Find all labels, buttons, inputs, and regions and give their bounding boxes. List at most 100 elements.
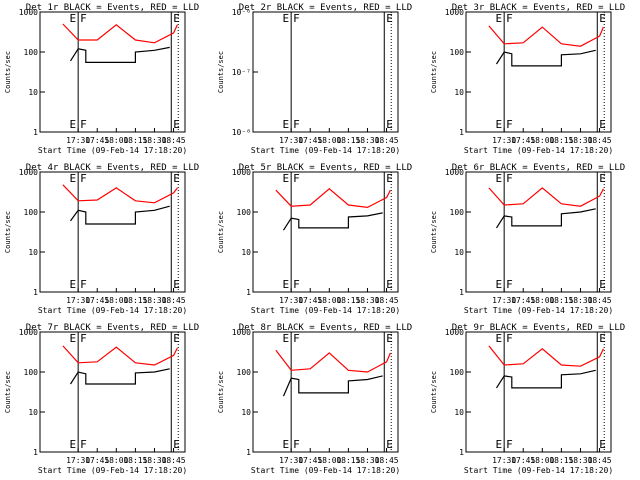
x-tick-label: 17:45 [85, 296, 109, 305]
flag-label: F [80, 438, 87, 451]
x-tick-label: 17:30 [66, 296, 90, 305]
plot-frame [39, 171, 186, 293]
x-tick-label: 17:45 [298, 456, 322, 465]
lld-rate-line [488, 345, 604, 367]
flag-label: F [506, 12, 513, 25]
y-tick-label: 1 [33, 128, 38, 137]
plot-frame [39, 331, 186, 453]
x-tick-label: 17:30 [279, 136, 303, 145]
x-tick-label: 18:15 [123, 136, 147, 145]
y-tick-label: 1 [459, 128, 464, 137]
x-tick-label: 18:30 [142, 296, 166, 305]
x-axis-label: Start Time (09-Feb-14 17:18:20) [38, 466, 187, 475]
flag-label: E [282, 332, 289, 345]
events-rate-line [70, 205, 170, 225]
panel-title: Det 8r BLACK = Events, RED = LLD [239, 323, 412, 333]
x-tick-label: 18:15 [549, 136, 573, 145]
x-tick-label: 18:15 [336, 456, 360, 465]
y-tick-label: 1 [246, 448, 251, 457]
x-tick-label: 17:45 [298, 296, 322, 305]
panel-title: Det 7r BLACK = Events, RED = LLD [26, 323, 199, 333]
y-axis-label: Counts/sec [430, 371, 438, 413]
flag-label: E [495, 12, 502, 25]
flag-label: F [293, 332, 300, 345]
y-tick-label: 10 [454, 248, 464, 257]
flag-label: E [282, 278, 289, 291]
x-tick-label: 18:15 [123, 456, 147, 465]
x-axis-label: Start Time (09-Feb-14 17:18:20) [464, 146, 613, 155]
y-tick-label: 1 [33, 288, 38, 297]
y-tick-label: 1000 [232, 168, 251, 177]
x-axis-label: Start Time (09-Feb-14 17:18:20) [38, 146, 187, 155]
x-tick-label: 18:45 [588, 296, 612, 305]
flag-label: E [599, 118, 606, 131]
flag-label: E [599, 278, 606, 291]
detector-panel-8: Det 8r BLACK = Events, RED = LLD 1 10 100 10… [217, 323, 412, 475]
panel-title: Det 3r BLACK = Events, RED = LLD [452, 3, 625, 13]
y-tick-label: 10 [454, 88, 464, 97]
detector-panel-3: Det 3r BLACK = Events, RED = LLD 1 10 100 10… [430, 3, 625, 155]
x-tick-label: 17:30 [66, 136, 90, 145]
flag-label: E [69, 172, 76, 185]
lld-rate-line [275, 349, 391, 373]
flag-label: F [293, 172, 300, 185]
detector-panel-4: Det 4r BLACK = Events, RED = LLD 1 10 100 10… [4, 163, 199, 315]
x-tick-label: 18:00 [104, 136, 128, 145]
detector-panel-2: Det 2r BLACK = Events, RED = LLD 10⁻⁸ 10⁻⁷… [217, 3, 412, 155]
x-tick-label: 18:45 [162, 136, 186, 145]
y-axis-label: Counts/sec [217, 51, 225, 93]
x-tick-label: 18:30 [355, 136, 379, 145]
flag-label: F [80, 278, 87, 291]
flag-label: F [293, 438, 300, 451]
x-tick-label: 18:00 [104, 456, 128, 465]
flag-label: E [495, 278, 502, 291]
y-tick-label: 10 [241, 408, 251, 417]
y-tick-label: 10⁻⁶ [232, 8, 251, 17]
events-rate-line [69, 46, 170, 64]
flag-label: E [599, 172, 606, 185]
panel-title: Det 6r BLACK = Events, RED = LLD [452, 163, 625, 173]
plot-frame [39, 11, 186, 133]
x-tick-label: 17:30 [66, 456, 90, 465]
x-tick-label: 17:45 [298, 136, 322, 145]
x-tick-label: 18:45 [588, 456, 612, 465]
x-tick-label: 17:45 [85, 136, 109, 145]
x-tick-label: 17:45 [511, 296, 535, 305]
events-rate-line [495, 369, 596, 389]
y-tick-label: 1000 [445, 168, 464, 177]
y-tick-label: 1000 [445, 328, 464, 337]
y-tick-label: 1000 [445, 8, 464, 17]
flag-label: F [80, 172, 87, 185]
x-tick-label: 18:45 [162, 296, 186, 305]
y-tick-label: 100 [24, 208, 39, 217]
flag-label: F [506, 332, 513, 345]
panel-title: Det 5r BLACK = Events, RED = LLD [239, 163, 412, 173]
y-tick-label: 1 [459, 448, 464, 457]
lld-rate-line [488, 25, 604, 47]
y-tick-label: 1000 [19, 328, 38, 337]
x-tick-label: 18:45 [588, 136, 612, 145]
flag-label: E [386, 332, 393, 345]
x-tick-label: 17:30 [279, 296, 303, 305]
y-tick-label: 100 [24, 368, 39, 377]
plot-frame [465, 171, 612, 293]
detector-panel-6: Det 6r BLACK = Events, RED = LLD 1 10 100 10… [430, 163, 625, 315]
flag-label: E [386, 438, 393, 451]
flag-label: F [506, 278, 513, 291]
detector-panel-7: Det 7r BLACK = Events, RED = LLD 1 10 100 10… [4, 323, 199, 475]
x-tick-label: 18:15 [336, 296, 360, 305]
panel-title: Det 4r BLACK = Events, RED = LLD [26, 163, 199, 173]
flag-label: E [173, 172, 180, 185]
flag-label: E [386, 278, 393, 291]
flag-label: E [69, 438, 76, 451]
x-tick-label: 17:45 [511, 136, 535, 145]
y-tick-label: 100 [450, 48, 465, 57]
lld-rate-line [62, 345, 178, 366]
flag-label: E [282, 118, 289, 131]
y-axis-label: Counts/sec [430, 51, 438, 93]
x-tick-label: 17:45 [85, 456, 109, 465]
panel-title: Det 9r BLACK = Events, RED = LLD [452, 323, 625, 333]
y-tick-label: 10 [28, 408, 38, 417]
flag-label: E [495, 172, 502, 185]
events-rate-line [495, 208, 596, 229]
